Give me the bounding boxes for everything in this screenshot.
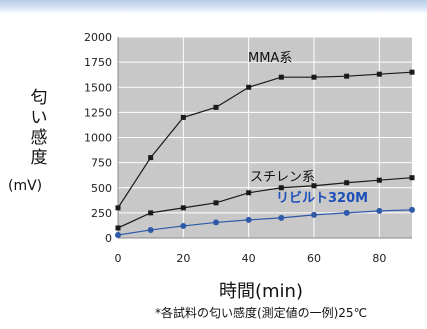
y-axis-label-char: 感 [30, 128, 48, 148]
styrene-series-point [344, 180, 350, 186]
y-axis-label-char: い [30, 108, 48, 128]
mma-series-point [311, 74, 317, 80]
series-layer [115, 69, 415, 238]
rebuilt-series-label: リビルト320M [276, 190, 368, 206]
x-tick-label: 80 [372, 252, 386, 265]
mma-series-point [376, 71, 382, 77]
x-tick-label: 0 [115, 252, 122, 265]
rebuilt-series-point [409, 206, 415, 213]
styrene-series-point [148, 210, 154, 216]
y-axis-label-char: 匂 [30, 88, 48, 108]
y-tick-label: 1250 [84, 106, 112, 119]
rebuilt-series-point [115, 231, 121, 238]
styrene-series-point [311, 183, 317, 189]
rebuilt-series-point [343, 209, 350, 216]
styrene-series-point [409, 175, 415, 181]
styrene-series-point [278, 185, 284, 191]
rebuilt-series-point [245, 216, 252, 223]
mma-series-point [246, 84, 252, 90]
y-tick-label: 0 [105, 232, 112, 245]
x-tick-label: 60 [307, 252, 321, 265]
mma-series-point [278, 74, 284, 80]
mma-series-point [115, 205, 121, 211]
x-axis-label: 時間(min) [219, 281, 303, 302]
rebuilt-series-point [278, 214, 285, 221]
mma-series-point [213, 104, 219, 110]
y-tick-label: 1750 [84, 56, 112, 69]
y-tick-label: 250 [91, 207, 112, 220]
rebuilt-series-point [180, 222, 187, 229]
styrene-series-line [117, 177, 413, 229]
header-band [0, 0, 427, 14]
mma-series-point [409, 69, 415, 75]
mma-series-label: MMA系 [248, 51, 292, 66]
y-tick-label: 1000 [84, 132, 112, 145]
styrene-series-label: スチレン系 [250, 170, 315, 185]
rebuilt-series-point [311, 211, 317, 218]
styrene-series-point [180, 205, 186, 211]
rebuilt-series-point [147, 226, 154, 233]
mma-series-point [148, 155, 154, 161]
mma-series-point [344, 73, 350, 79]
y-axis-unit: (mV) [8, 178, 43, 194]
rebuilt-series-point [376, 207, 383, 214]
grid-lines [118, 36, 412, 238]
rebuilt-series-line [117, 209, 413, 236]
rebuilt-series-point [213, 219, 219, 226]
y-tick-label: 750 [91, 157, 112, 170]
axes: 0 250 500 750 1000 1250 1500 1750 2000 0 20 40 60 80 [84, 31, 412, 265]
y-tick-label: 1500 [84, 81, 112, 94]
y-axis-label: 匂い感度 [26, 88, 52, 168]
y-axis-label-char: 度 [30, 148, 48, 168]
mma-series-point [180, 114, 186, 120]
chart-note: *各試料の匂い感度(測定値の一例)25℃ [154, 306, 368, 320]
styrene-series-point [246, 190, 252, 196]
x-tick-label: 20 [176, 252, 190, 265]
styrene-series-point [213, 200, 219, 206]
x-tick-label: 40 [242, 252, 256, 265]
y-tick-label: 2000 [84, 31, 112, 44]
y-tick-label: 500 [91, 182, 112, 195]
styrene-series-point [115, 225, 121, 231]
mma-series-line [117, 71, 413, 209]
styrene-series-point [376, 177, 382, 183]
